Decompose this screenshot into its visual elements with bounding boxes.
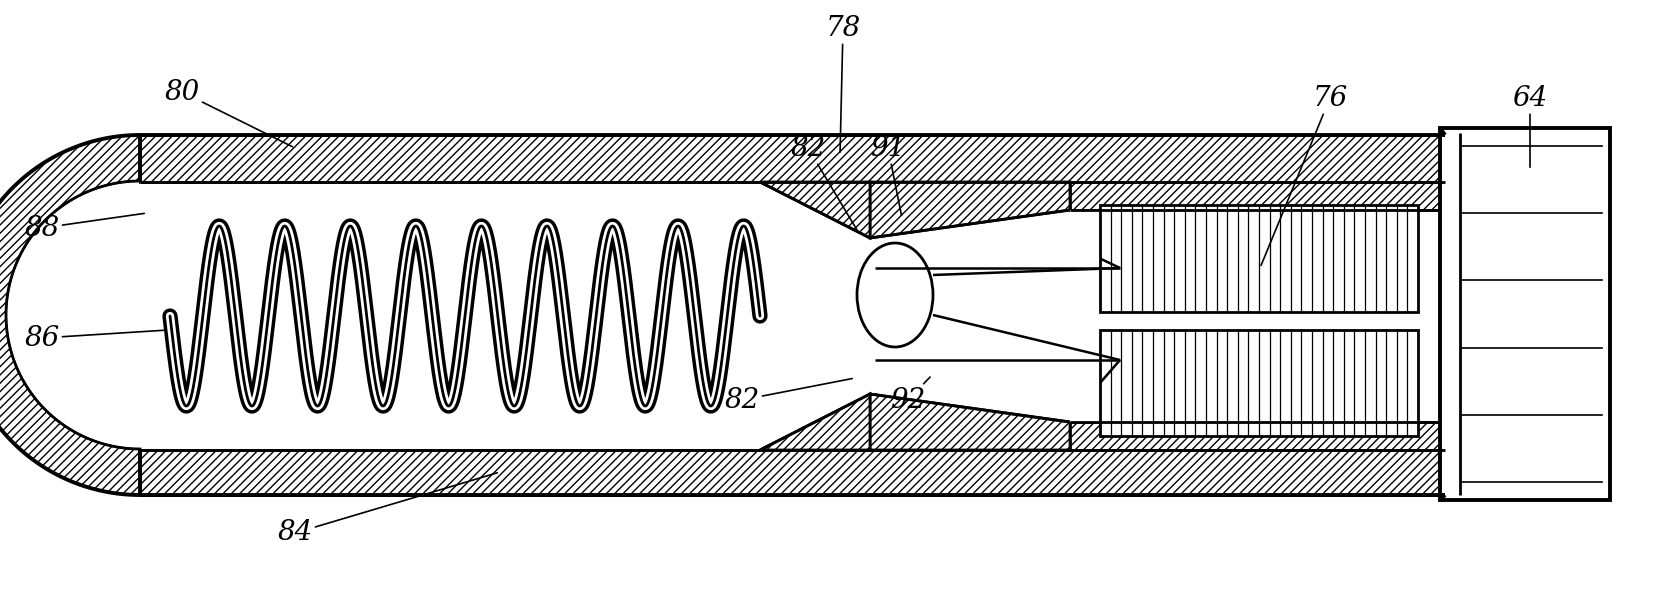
Text: 76: 76 bbox=[1260, 84, 1347, 266]
Bar bbox=[1070, 210, 1099, 422]
Polygon shape bbox=[870, 394, 1070, 450]
Polygon shape bbox=[139, 450, 1445, 495]
Bar bbox=[139, 135, 1445, 495]
Bar bbox=[139, 182, 759, 450]
Ellipse shape bbox=[857, 243, 932, 347]
Text: 92: 92 bbox=[890, 377, 929, 413]
Text: 82: 82 bbox=[790, 134, 858, 233]
Polygon shape bbox=[0, 135, 139, 495]
Text: 82: 82 bbox=[724, 379, 852, 413]
Text: 88: 88 bbox=[25, 213, 144, 241]
Bar bbox=[1099, 330, 1418, 436]
Polygon shape bbox=[1070, 182, 1440, 210]
Text: 80: 80 bbox=[165, 78, 292, 147]
Bar bbox=[1099, 205, 1418, 312]
Bar bbox=[870, 238, 1070, 394]
Polygon shape bbox=[1070, 422, 1440, 450]
Text: 64: 64 bbox=[1512, 84, 1547, 167]
Text: 86: 86 bbox=[25, 325, 165, 352]
Text: 84: 84 bbox=[277, 473, 497, 547]
Polygon shape bbox=[759, 182, 870, 238]
Polygon shape bbox=[759, 394, 870, 450]
Text: 91: 91 bbox=[870, 134, 906, 215]
Polygon shape bbox=[139, 135, 1445, 182]
Text: 78: 78 bbox=[825, 15, 860, 152]
Bar bbox=[1440, 128, 1609, 500]
Polygon shape bbox=[870, 182, 1070, 238]
